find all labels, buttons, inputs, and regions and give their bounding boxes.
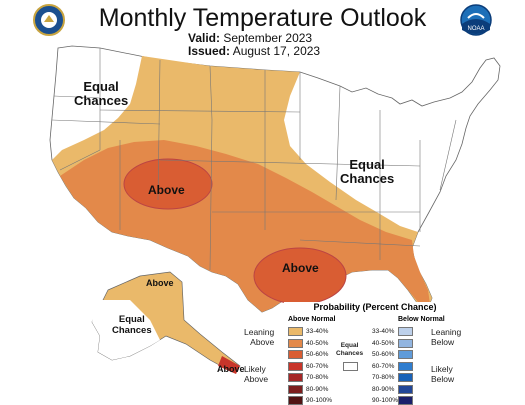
legend-title: Probability (Percent Chance) [313, 302, 437, 312]
legend-above-range: 70-80% [306, 374, 329, 381]
legend-below-swatch [398, 338, 413, 348]
alaska-se-above [218, 356, 240, 374]
likely-below-label: Likely Below [431, 364, 455, 384]
legend-above-swatch [288, 373, 303, 382]
legend-equal-swatch [343, 362, 358, 371]
noaa-logo-icon: NOAA [460, 4, 492, 36]
above-alaska-label: Above [146, 278, 174, 288]
legend: Probability (Percent Chance) Above Norma… [284, 302, 466, 405]
doc-seal-icon [33, 4, 65, 36]
legend-below-range: 60-70% [372, 362, 395, 370]
legend-above-range: 50-60% [306, 351, 329, 358]
leaning-above-label: Leaning Above [244, 327, 275, 347]
legend-above-swatch [288, 350, 303, 359]
legend-below-range: 50-60% [372, 351, 395, 358]
legend-above-swatch [288, 338, 303, 348]
legend-below-header: Below Normal [398, 316, 445, 323]
above-gulf-label: Above [282, 261, 319, 275]
legend-below-swatch [398, 373, 413, 382]
legend-below-range: 80-90% [372, 385, 395, 393]
likely-above-label: Likely Above [244, 364, 269, 384]
legend-above-range: 80-90% [306, 385, 329, 393]
valid-line: Valid: September 2023 [188, 31, 312, 45]
above-50-60-sw [123, 158, 213, 210]
issued-line: Issued: August 17, 2023 [188, 44, 320, 58]
state-lines [51, 48, 457, 271]
above-southwest-label: Above [148, 183, 185, 197]
legend-above-range: 60-70% [306, 362, 329, 370]
legend-below-swatch [398, 327, 413, 336]
legend-below-swatch [398, 350, 413, 359]
equal-chances-alaska: Equal Chances [112, 314, 152, 336]
issued-label: Issued: [188, 44, 231, 58]
legend-above-header: Above Normal [288, 316, 336, 323]
legend-above-swatch [288, 384, 303, 394]
equal-chances-northwest: Equal Chances [74, 79, 129, 108]
legend-above-range: 40-50% [306, 339, 329, 347]
noaa-logo-text: NOAA [467, 26, 484, 32]
legend-below-swatch [398, 384, 413, 394]
legend-below-swatch [398, 361, 413, 371]
alaska-equal-region [92, 300, 160, 360]
legend-below-range: 70-80% [372, 374, 395, 381]
legend-above-range: 90-100% [306, 397, 333, 404]
legend-above-range: 33-40% [306, 328, 329, 335]
legend-below-swatch [398, 396, 413, 405]
above-alaska-se-label: Above [217, 364, 245, 374]
valid-value: September 2023 [223, 31, 313, 45]
above-50-60-gulf [253, 247, 347, 305]
legend-below-range: 33-40% [372, 328, 395, 335]
valid-label: Valid: [188, 31, 221, 45]
legend-below-range: 90-100% [372, 397, 399, 404]
legend-above-swatch [288, 327, 303, 336]
legend-above-swatch [288, 396, 303, 405]
leaning-below-label: Leaning Below [431, 327, 462, 347]
equal-chances-east: Equal Chances [340, 157, 395, 186]
legend-equal-label: Equal Chances [336, 342, 364, 357]
legend-above-swatch [288, 361, 303, 371]
issued-value: August 17, 2023 [232, 44, 321, 58]
legend-below-range: 40-50% [372, 339, 395, 347]
page-title: Monthly Temperature Outlook [98, 4, 427, 32]
